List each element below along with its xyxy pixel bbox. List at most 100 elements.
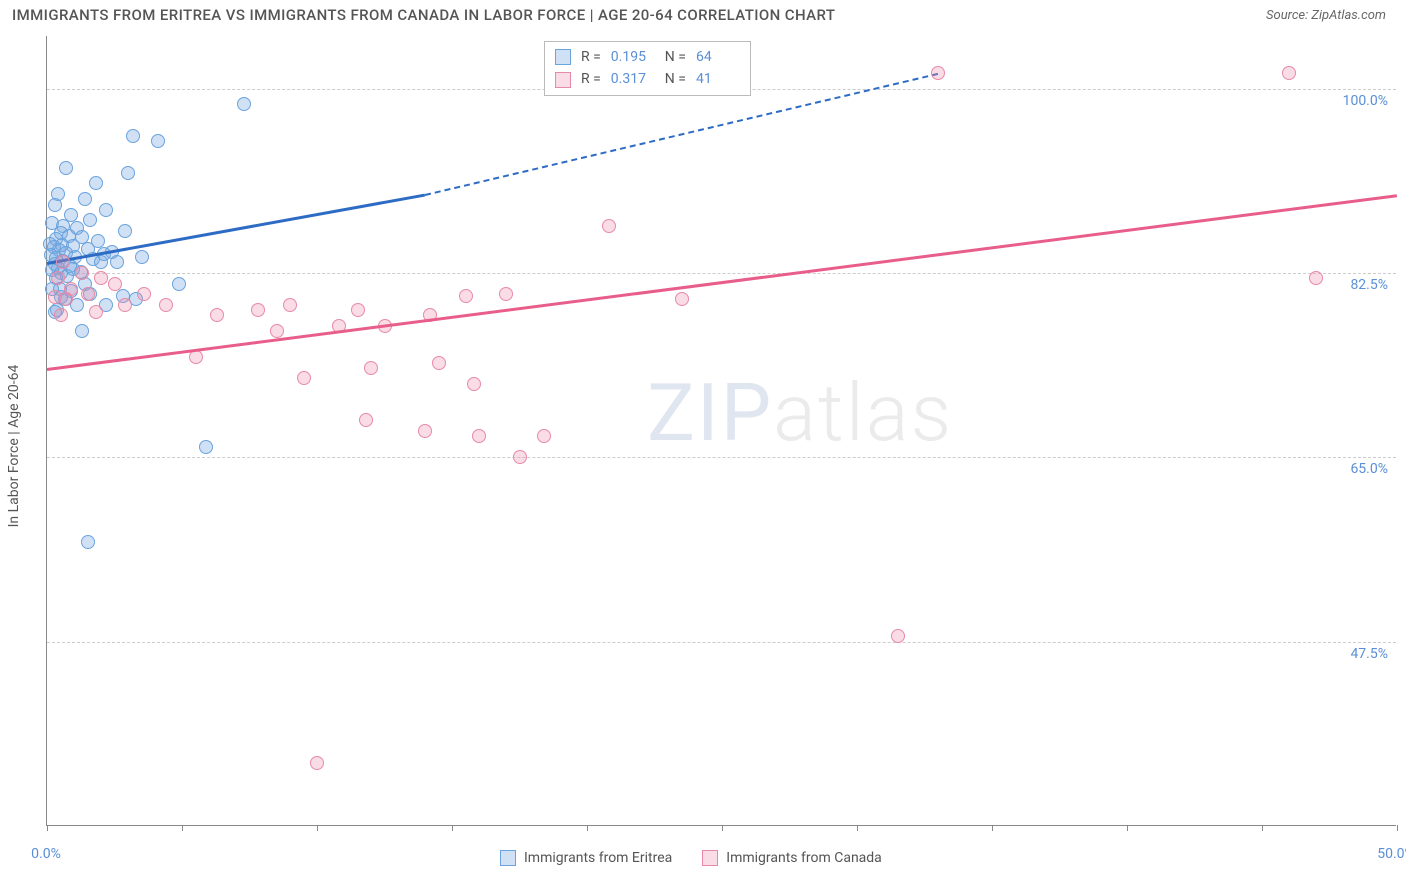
- legend-item-canada: Immigrants from Canada: [702, 850, 882, 866]
- y-axis-label: In Labor Force | Age 20-64: [6, 365, 22, 528]
- data-point: [310, 756, 324, 770]
- legend-swatch: [555, 49, 571, 65]
- data-point: [75, 324, 89, 338]
- data-point: [537, 429, 551, 443]
- data-point: [499, 287, 513, 301]
- data-point: [675, 292, 689, 306]
- x-tick: [722, 825, 723, 831]
- correlation-legend: R = 0.195 N = 64 R = 0.317 N = 41: [544, 41, 751, 96]
- plot-area: ZIPatlas 47.5% 65.0% 82.5% 100.0%: [46, 36, 1396, 826]
- n-value: 41: [696, 68, 740, 90]
- data-point: [237, 97, 251, 111]
- data-point: [364, 361, 378, 375]
- x-tick: [452, 825, 453, 831]
- data-point: [359, 413, 373, 427]
- trend-line: [47, 194, 1397, 371]
- data-point: [118, 224, 132, 238]
- legend-label-eritrea: Immigrants from Eritrea: [524, 850, 672, 866]
- data-point: [172, 277, 186, 291]
- data-point: [418, 424, 432, 438]
- legend-swatch-canada: [702, 850, 718, 866]
- data-point: [94, 271, 108, 285]
- y-tick-label: 47.5%: [1350, 646, 1388, 662]
- data-point: [602, 219, 616, 233]
- data-point: [151, 134, 165, 148]
- data-point: [48, 198, 62, 212]
- data-point: [467, 377, 481, 391]
- x-tick: [182, 825, 183, 831]
- watermark-zip: ZIP: [647, 366, 773, 460]
- data-point: [56, 255, 70, 269]
- data-point: [283, 298, 297, 312]
- data-point: [126, 129, 140, 143]
- legend-swatch-eritrea: [500, 850, 516, 866]
- n-value: 64: [696, 46, 740, 68]
- y-tick-label: 82.5%: [1350, 277, 1388, 293]
- r-label: R =: [581, 68, 601, 90]
- x-tick: [992, 825, 993, 831]
- data-point: [89, 176, 103, 190]
- legend-item-eritrea: Immigrants from Eritrea: [500, 850, 672, 866]
- r-value: 0.195: [611, 46, 655, 68]
- data-point: [1309, 271, 1323, 285]
- x-tick: [1127, 825, 1128, 831]
- legend-label-canada: Immigrants from Canada: [726, 850, 882, 866]
- gridline: [47, 642, 1396, 643]
- data-point: [121, 166, 135, 180]
- n-label: N =: [665, 46, 686, 68]
- data-point: [59, 161, 73, 175]
- data-point: [1282, 66, 1296, 80]
- data-point: [118, 298, 132, 312]
- n-label: N =: [665, 68, 686, 90]
- data-point: [135, 250, 149, 264]
- x-tick: [1262, 825, 1263, 831]
- watermark-atlas: atlas: [773, 366, 953, 460]
- series-legend: Immigrants from Eritrea Immigrants from …: [500, 850, 882, 866]
- x-tick: [857, 825, 858, 831]
- data-point: [51, 271, 65, 285]
- gridline: [47, 273, 1396, 274]
- gridline: [47, 457, 1396, 458]
- x-tick-label: 0.0%: [31, 846, 61, 862]
- chart-title: IMMIGRANTS FROM ERITREA VS IMMIGRANTS FR…: [12, 6, 835, 24]
- data-point: [432, 356, 446, 370]
- x-tick: [317, 825, 318, 831]
- x-tick-label: 50.0%: [1377, 846, 1406, 862]
- x-tick: [587, 825, 588, 831]
- data-point: [78, 192, 92, 206]
- data-point: [931, 66, 945, 80]
- data-point: [199, 440, 213, 454]
- data-point: [59, 292, 73, 306]
- data-point: [83, 213, 97, 227]
- data-point: [99, 203, 113, 217]
- x-tick: [47, 825, 48, 831]
- data-point: [270, 324, 284, 338]
- legend-stat-row: R = 0.317 N = 41: [555, 68, 740, 90]
- data-point: [54, 308, 68, 322]
- data-point: [297, 371, 311, 385]
- y-tick-label: 65.0%: [1350, 461, 1388, 477]
- data-point: [89, 305, 103, 319]
- data-point: [210, 308, 224, 322]
- r-value: 0.317: [611, 68, 655, 90]
- data-point: [108, 277, 122, 291]
- y-tick-label: 100.0%: [1343, 93, 1388, 109]
- data-point: [351, 303, 365, 317]
- x-tick: [1397, 825, 1398, 831]
- source-attribution: Source: ZipAtlas.com: [1266, 8, 1386, 23]
- data-point: [81, 535, 95, 549]
- watermark: ZIPatlas: [647, 366, 953, 460]
- data-point: [251, 303, 265, 317]
- data-point: [81, 287, 95, 301]
- data-point: [75, 266, 89, 280]
- data-point: [459, 289, 473, 303]
- data-point: [513, 450, 527, 464]
- data-point: [110, 255, 124, 269]
- legend-swatch: [555, 72, 571, 88]
- data-point: [159, 298, 173, 312]
- data-point: [472, 429, 486, 443]
- legend-stat-row: R = 0.195 N = 64: [555, 46, 740, 68]
- data-point: [891, 629, 905, 643]
- data-point: [137, 287, 151, 301]
- r-label: R =: [581, 46, 601, 68]
